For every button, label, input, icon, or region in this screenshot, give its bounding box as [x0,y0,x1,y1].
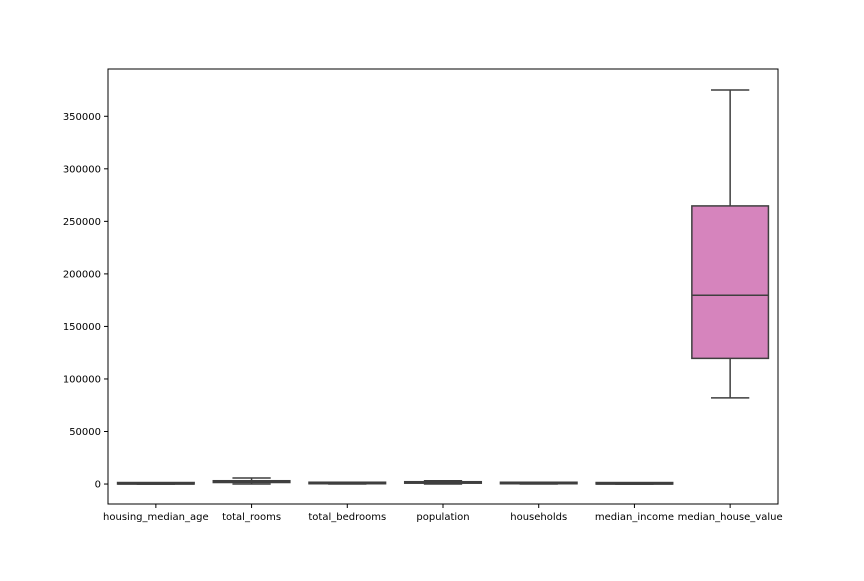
y-tick-label: 300000 [63,164,101,175]
plot-area-frame [107,68,779,505]
x-tick-label: total_rooms [222,512,281,523]
x-tick-label: median_house_value [678,512,783,523]
y-tick-label: 0 [95,480,101,491]
box-median-house-value [691,89,770,399]
x-tick-label: housing_median_age [103,512,209,523]
y-axis: 0 50000 100000 150000 200000 250000 300000 3500… [63,112,108,491]
x-tick-label: total_bedrooms [308,512,386,523]
box-population [403,479,483,485]
box-total-rooms [212,477,291,485]
y-tick-label: 100000 [63,374,101,385]
x-tick-label: households [510,512,567,523]
x-tick-label: median_income [595,512,674,523]
box-housing-median-age [116,481,195,485]
y-tick-label: 250000 [63,217,101,228]
x-axis: housing_median_age total_rooms total_bedro… [103,504,783,523]
x-tick-label: population [416,512,469,523]
y-tick-label: 150000 [63,322,101,333]
box-median-income [595,481,674,485]
box-total-bedrooms [308,481,387,485]
y-tick-label: 200000 [63,269,101,280]
box-households [499,481,578,485]
boxes-layer [116,89,770,485]
y-tick-label: 350000 [63,112,101,123]
iqr-box [691,205,770,360]
y-tick-label: 50000 [69,427,101,438]
